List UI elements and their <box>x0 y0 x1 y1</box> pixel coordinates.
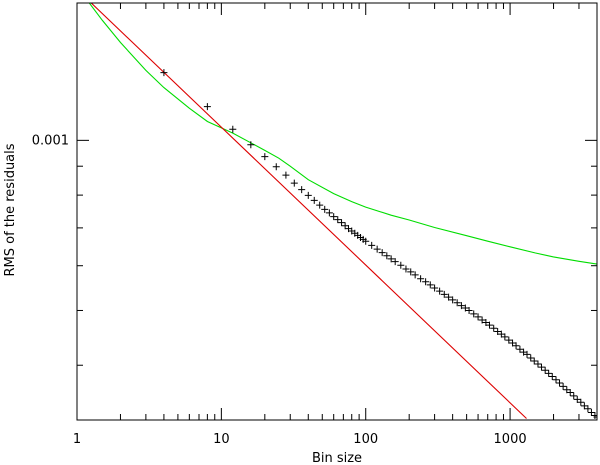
data-point-marker <box>391 258 399 266</box>
data-point-marker <box>334 216 342 224</box>
data-point-marker <box>497 330 505 338</box>
data-point-marker <box>485 321 493 329</box>
data-point-marker <box>577 398 585 406</box>
data-point-marker <box>397 261 405 269</box>
x-axis-title: Bin size <box>312 451 362 465</box>
data-point-marker <box>478 316 486 324</box>
data-point-marker <box>587 408 595 416</box>
plot-frame <box>76 2 598 421</box>
data-point-marker <box>407 268 415 276</box>
data-point-marker <box>378 249 386 257</box>
data-point-marker <box>436 287 444 295</box>
data-point-marker <box>290 179 298 187</box>
data-point-marker <box>527 354 535 362</box>
data-group <box>88 3 597 420</box>
data-point-marker <box>247 141 255 149</box>
data-point-marker <box>501 333 509 341</box>
data-point-marker <box>541 366 549 374</box>
data-point-marker <box>573 395 581 403</box>
data-point-marker <box>304 191 312 199</box>
data-point-marker <box>431 284 439 292</box>
series-0-line <box>88 3 597 265</box>
data-point-marker <box>556 379 564 387</box>
data-point-marker <box>402 265 410 273</box>
data-point-marker <box>534 360 542 368</box>
data-point-marker <box>470 310 478 318</box>
data-point-marker <box>457 302 465 310</box>
data-point-marker <box>387 255 395 263</box>
data-point-marker <box>203 103 211 111</box>
data-point-marker <box>261 153 269 161</box>
y-axis-title: RMS of the residuals <box>3 143 18 276</box>
data-point-marker <box>530 357 538 365</box>
data-point-marker <box>426 281 434 289</box>
data-point-marker <box>580 402 588 410</box>
data-point-marker <box>440 290 448 298</box>
data-point-marker <box>512 342 520 350</box>
data-point-marker <box>545 369 553 377</box>
data-point-marker <box>321 205 329 213</box>
data-point-marker <box>523 350 531 358</box>
data-point-marker <box>445 293 453 301</box>
x-tick-label: 10 <box>213 432 230 447</box>
data-point-marker <box>298 186 306 194</box>
data-point-marker <box>461 304 469 312</box>
x-tick-label: 1000 <box>494 432 527 447</box>
plot-layer <box>88 3 597 420</box>
data-point-marker <box>325 209 333 217</box>
data-point-marker <box>516 345 524 353</box>
data-point-marker <box>330 213 338 221</box>
data-point-marker <box>310 196 318 204</box>
data-point-marker <box>552 376 560 384</box>
y-tick-label: 0.001 <box>32 133 69 148</box>
data-point-marker <box>229 125 237 133</box>
data-point-marker <box>282 171 290 179</box>
data-point-marker <box>422 278 430 286</box>
data-point-marker <box>559 382 567 390</box>
data-point-marker <box>316 201 324 209</box>
data-point-marker <box>482 319 490 327</box>
data-point-marker <box>490 324 498 332</box>
axes-layer: 1 10 100 1000 0.001 <box>32 2 598 447</box>
data-point-marker <box>537 363 545 371</box>
data-point-marker <box>566 388 574 396</box>
data-point-marker <box>474 313 482 321</box>
data-point-marker <box>362 237 370 245</box>
data-point-marker <box>338 219 346 227</box>
data-point-marker <box>411 271 419 279</box>
data-point-marker <box>368 241 376 249</box>
data-point-marker <box>272 163 280 171</box>
data-point-marker <box>584 405 592 413</box>
data-point-marker <box>548 373 556 381</box>
data-point-marker <box>570 392 578 400</box>
data-point-marker <box>417 275 425 283</box>
data-point-marker <box>593 413 597 420</box>
data-point-marker <box>505 336 513 344</box>
x-tick-label: 1 <box>73 432 81 447</box>
data-point-marker <box>383 252 391 260</box>
data-point-marker <box>453 299 461 307</box>
x-tick-label: 100 <box>353 432 378 447</box>
data-point-marker <box>449 296 457 304</box>
data-point-marker <box>465 306 473 314</box>
data-point-marker <box>160 69 168 77</box>
data-point-marker <box>494 327 502 335</box>
data-point-marker <box>373 245 381 253</box>
series-1-line <box>90 3 527 419</box>
series-2-markers <box>160 69 597 420</box>
data-point-marker <box>591 411 597 419</box>
data-point-marker <box>509 339 517 347</box>
